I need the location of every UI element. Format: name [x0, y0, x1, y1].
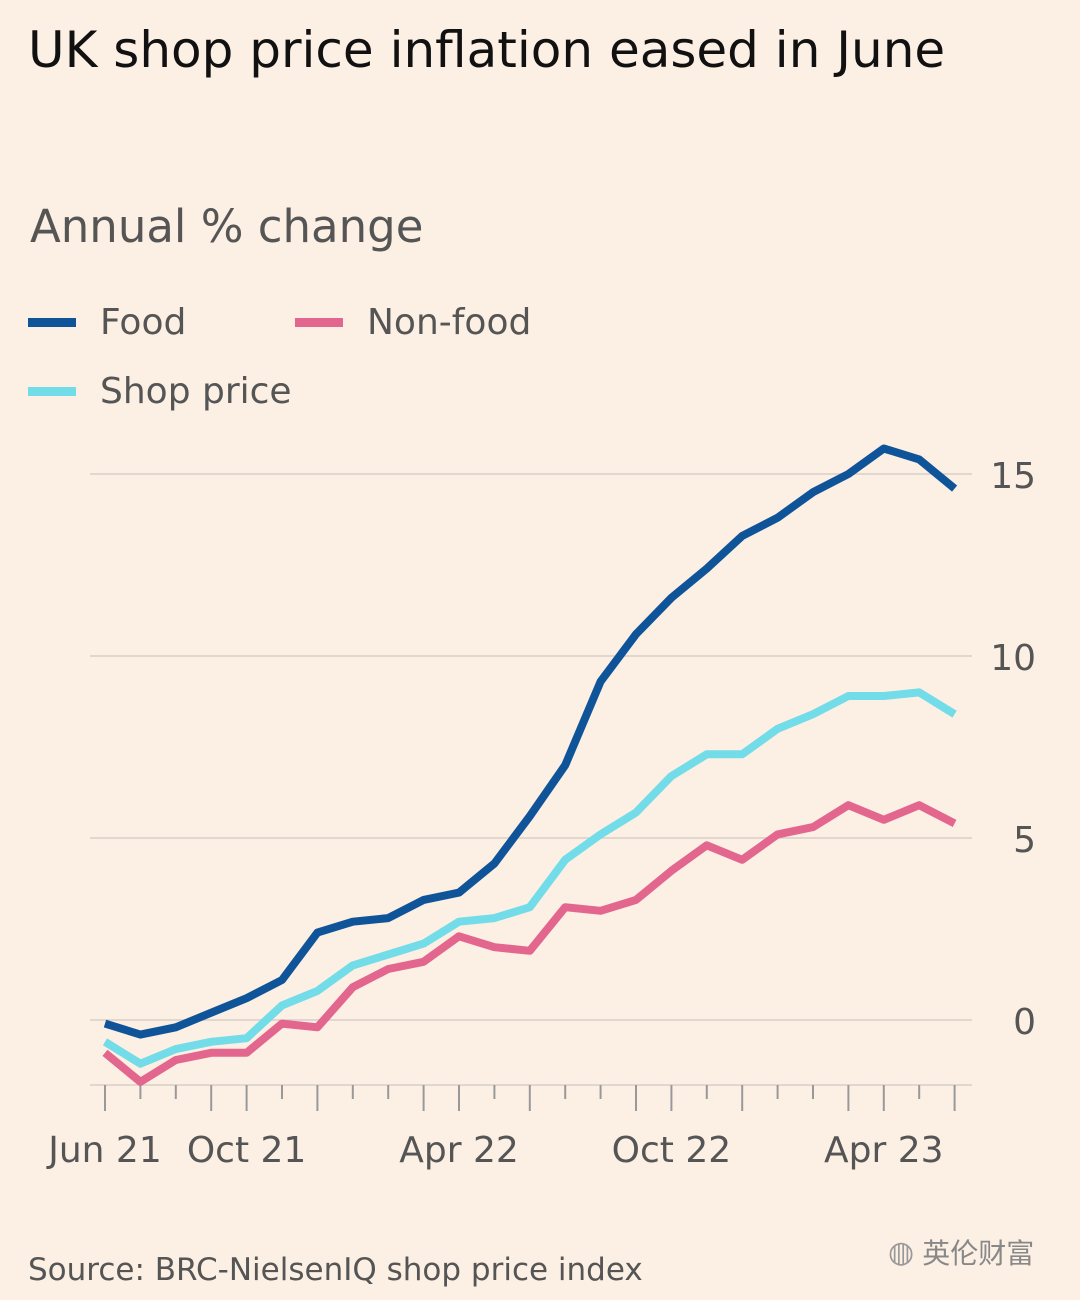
legend-swatch-nonfood — [295, 318, 343, 327]
legend-swatch-shop-price — [28, 387, 76, 396]
legend-item-food: Food — [28, 302, 186, 343]
x-tick-label-Oct-22: Oct 22 — [612, 1130, 732, 1171]
series-line-shop-price — [102, 688, 957, 1068]
legend-label-food: Food — [100, 302, 187, 343]
legend-label-shop-price: Shop price — [100, 371, 292, 412]
watermark-text: 英伦财富 — [922, 1237, 1035, 1270]
y-tick-label-15: 15 — [990, 456, 1036, 497]
y-tick-label-5: 5 — [1013, 820, 1036, 861]
line-chart: 0 5 10 15 Jun 21 Oct 21 Apr 22 Oct 22 Apr 23 — [46, 444, 1036, 1171]
series-line-non-food — [102, 801, 957, 1086]
x-tick-label-Apr-23: Apr 23 — [824, 1130, 944, 1171]
chart-subtitle: Annual % change — [30, 200, 424, 253]
series-line-food — [103, 444, 958, 1039]
chart-title: UK shop price inflation eased in June — [28, 21, 946, 79]
source-note: Source: BRC-NielsenIQ shop price index — [28, 1252, 643, 1288]
legend-item-shop-price: Shop price — [28, 371, 292, 412]
wechat-icon: ◍ — [888, 1234, 915, 1270]
x-tick-label-Jun-21: Jun 21 — [46, 1130, 162, 1171]
x-tick-label-Apr-22: Apr 22 — [399, 1130, 519, 1171]
y-tick-label-10: 10 — [990, 638, 1036, 679]
y-tick-label-0: 0 — [1013, 1002, 1036, 1043]
legend-swatch-food — [28, 318, 76, 327]
x-tick-label-Oct-21: Oct 21 — [187, 1130, 307, 1171]
watermark: ◍ 英伦财富 — [888, 1232, 1034, 1272]
legend-label-nonfood: Non-food — [367, 302, 532, 343]
legend-item-nonfood: Non-food — [295, 302, 531, 343]
